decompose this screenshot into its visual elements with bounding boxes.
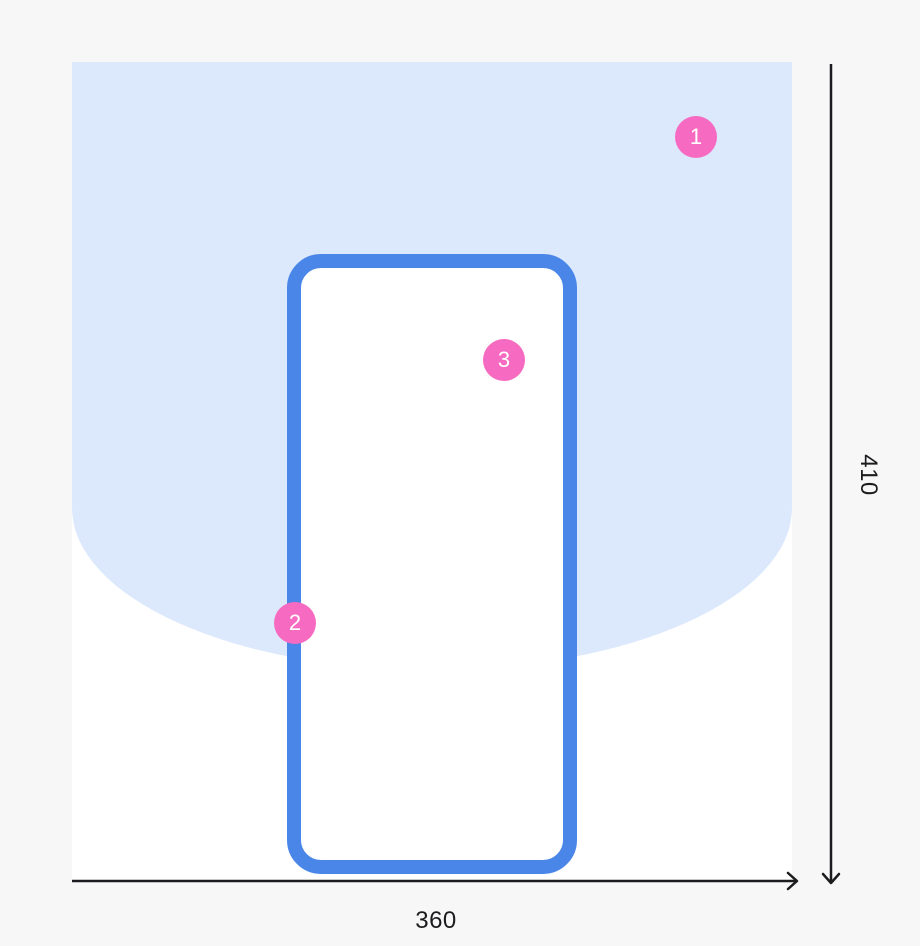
annotation-marker-1[interactable]: 1 bbox=[675, 116, 717, 158]
annotation-marker-2-label: 2 bbox=[288, 610, 302, 635]
annotation-marker-3-label: 3 bbox=[497, 347, 511, 372]
layout-canvas: 1 2 3 bbox=[72, 62, 792, 881]
width-dimension-label: 360 bbox=[415, 907, 457, 934]
height-dimension-arrow-icon bbox=[821, 64, 841, 885]
phone-frame bbox=[287, 254, 577, 874]
annotation-marker-2[interactable]: 2 bbox=[274, 602, 316, 644]
height-dimension-label: 410 bbox=[855, 454, 882, 496]
annotation-marker-3[interactable]: 3 bbox=[483, 339, 525, 381]
annotation-marker-1-label: 1 bbox=[689, 124, 703, 149]
width-dimension-arrow-icon bbox=[72, 871, 799, 891]
